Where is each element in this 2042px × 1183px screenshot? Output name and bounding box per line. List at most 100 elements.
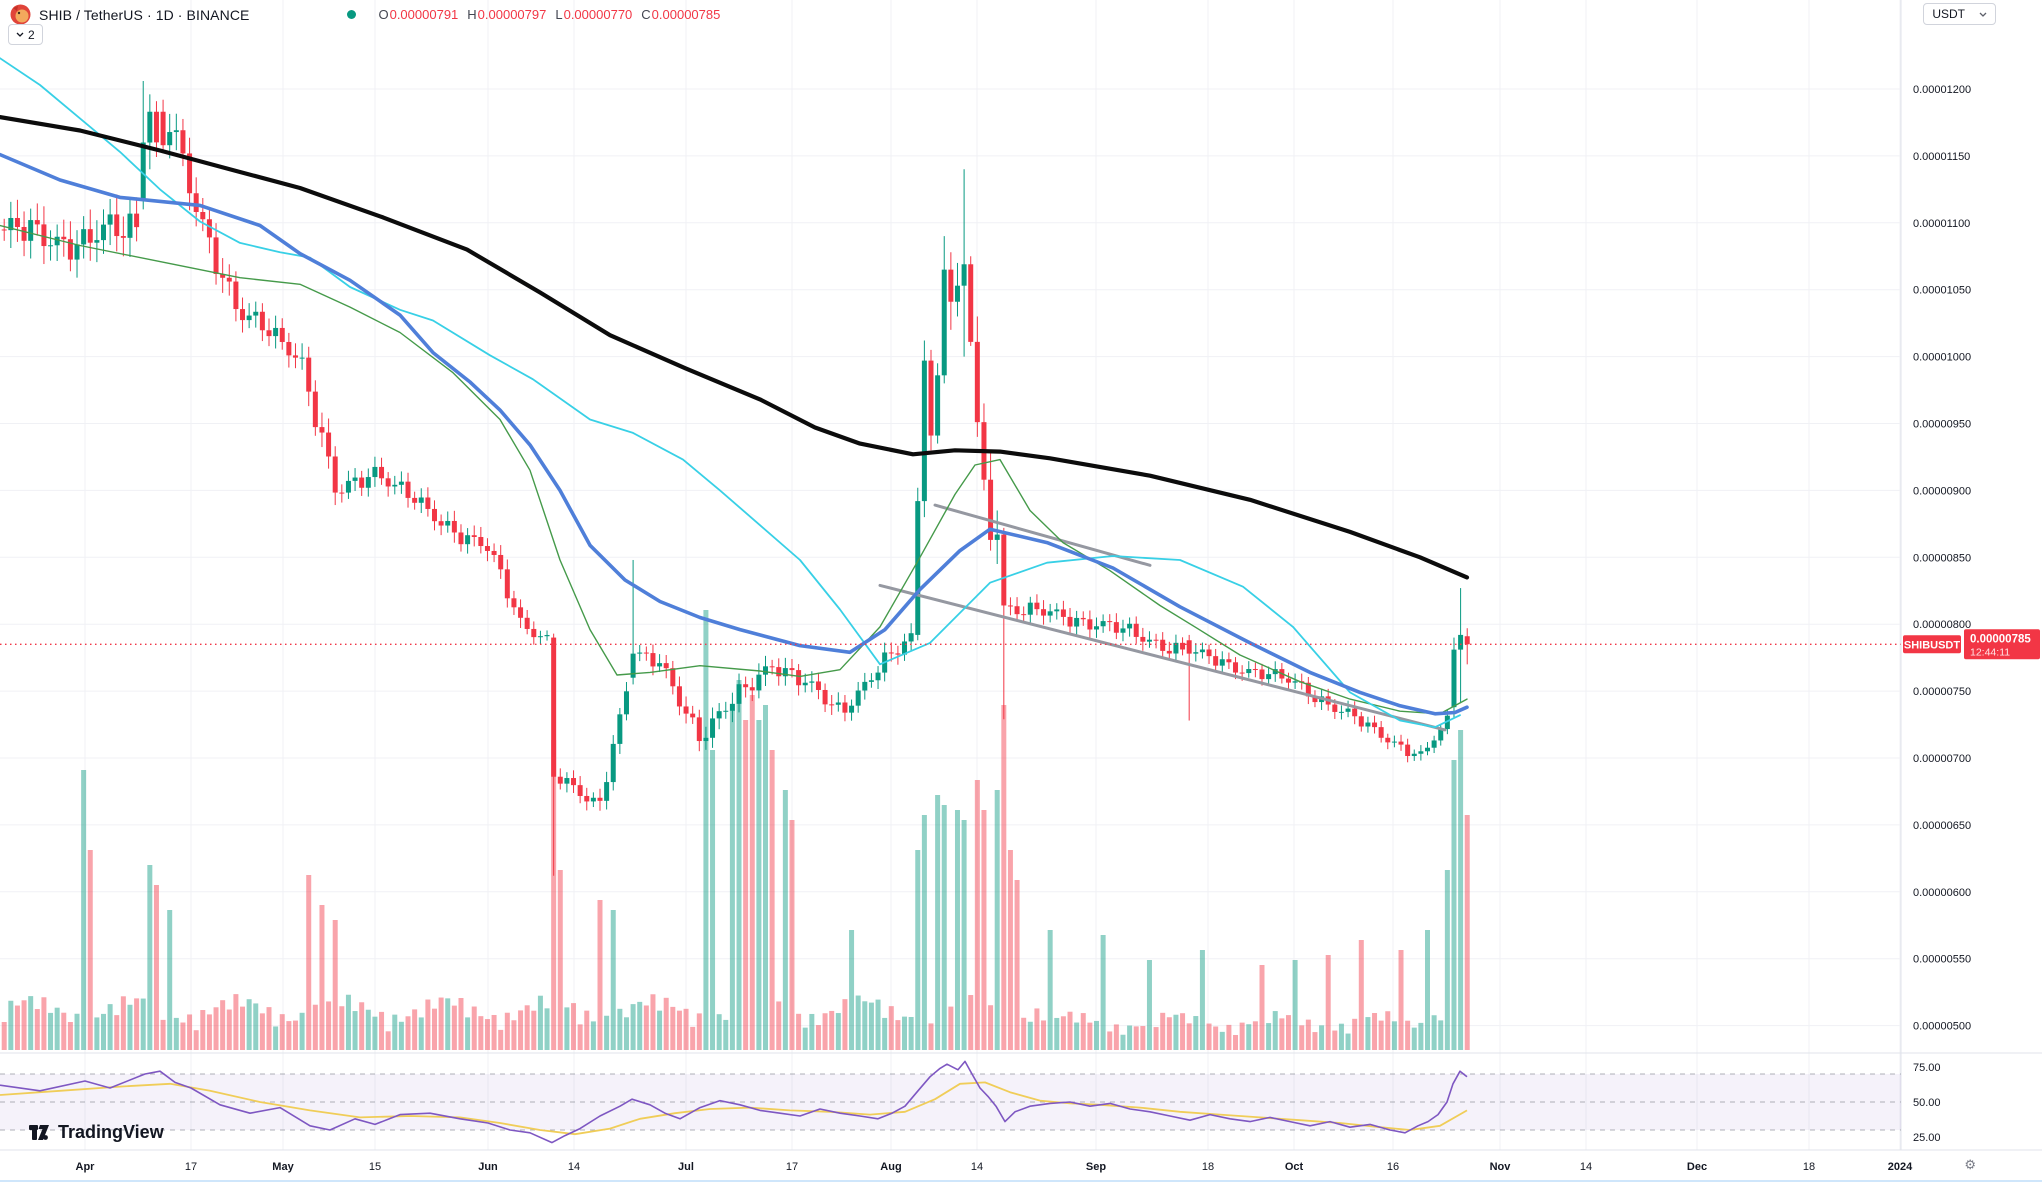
volume-bar — [1438, 1020, 1444, 1050]
price-axis-label[interactable]: 0.00000600 — [1913, 887, 1971, 899]
price-axis-label[interactable]: 0.00001200 — [1913, 84, 1971, 96]
volume-bar — [67, 1022, 73, 1050]
price-axis-label[interactable]: 0.00000750 — [1913, 686, 1971, 698]
price-axis-label[interactable]: 0.00000900 — [1913, 485, 1971, 497]
volume-bar — [994, 790, 1000, 1050]
time-axis-label[interactable]: 18 — [1202, 1161, 1214, 1173]
volume-bar — [87, 850, 93, 1050]
candle-body — [1146, 639, 1152, 642]
candle-body — [1226, 659, 1232, 663]
volume-bar — [1418, 1022, 1424, 1050]
time-axis-label[interactable]: Oct — [1285, 1161, 1304, 1173]
price-axis-label[interactable]: 0.00000500 — [1913, 1021, 1971, 1033]
candle-body — [418, 497, 424, 503]
volume-bar — [815, 1025, 821, 1050]
candle-body — [1193, 652, 1199, 654]
volume-bar — [769, 750, 775, 1050]
indicators-collapse-button[interactable]: 2 — [8, 24, 43, 45]
time-axis-label[interactable]: Jul — [678, 1161, 694, 1173]
price-axis-label[interactable]: 0.00001150 — [1913, 151, 1970, 163]
candle-body — [41, 224, 47, 247]
time-axis-label[interactable]: 15 — [369, 1161, 381, 1173]
time-axis-label[interactable]: 17 — [786, 1161, 798, 1173]
time-axis-label[interactable]: Apr — [76, 1161, 96, 1173]
candle-body — [948, 269, 954, 302]
shib-logo-icon[interactable] — [10, 4, 31, 25]
rsi-axis-label[interactable]: 50.00 — [1913, 1097, 1941, 1109]
price-axis-label[interactable]: 0.00001000 — [1913, 352, 1971, 364]
candle-body — [1173, 642, 1179, 654]
volume-bar — [339, 1006, 345, 1050]
rsi-axis-label[interactable]: 75.00 — [1913, 1062, 1941, 1074]
candle-body — [511, 598, 517, 608]
candle-body — [359, 477, 365, 488]
tradingview-watermark[interactable]: TradingView — [28, 1121, 164, 1144]
time-axis-label[interactable]: 18 — [1803, 1161, 1815, 1173]
volume-bar — [1252, 1021, 1258, 1050]
volume-bar — [1173, 1014, 1179, 1050]
time-axis-label[interactable]: 14 — [1580, 1161, 1592, 1173]
volume-bar — [1007, 850, 1013, 1050]
volume-bar — [34, 1009, 40, 1050]
price-axis-label[interactable]: 0.00001050 — [1913, 285, 1971, 297]
symbol-title[interactable]: SHIB / TetherUS · 1D · BINANCE — [39, 6, 250, 23]
volume-bar — [359, 1002, 365, 1050]
time-axis-label[interactable]: Dec — [1687, 1161, 1707, 1173]
candle-body — [299, 357, 305, 359]
volume-bar — [743, 720, 749, 1050]
price-axis-label[interactable]: 0.00001100 — [1913, 218, 1970, 230]
volume-bar — [716, 1014, 722, 1050]
time-axis-label[interactable]: 14 — [971, 1161, 983, 1173]
volume-bar — [1080, 1013, 1086, 1050]
candle-body — [1464, 636, 1470, 645]
time-axis-label[interactable]: 14 — [568, 1161, 580, 1173]
candle-body — [372, 466, 378, 478]
price-axis-label[interactable]: 0.00000700 — [1913, 753, 1971, 765]
timezone-gear-icon[interactable]: ⚙ — [1964, 1157, 1976, 1172]
volume-bar — [114, 1015, 120, 1050]
price-axis-label[interactable]: 0.00000550 — [1913, 954, 1971, 966]
candle-body — [279, 327, 285, 342]
volume-bar — [1199, 950, 1205, 1050]
volume-bar — [1444, 870, 1450, 1050]
volume-bar — [908, 1016, 914, 1050]
time-axis-label[interactable]: Aug — [880, 1161, 901, 1173]
price-axis-label[interactable]: 0.00000650 — [1913, 820, 1971, 832]
volume-bar — [1027, 1021, 1033, 1050]
time-axis-label[interactable]: May — [272, 1161, 294, 1173]
volume-bar — [1398, 950, 1404, 1050]
market-status-dot[interactable] — [347, 10, 357, 19]
time-axis-label[interactable]: Nov — [1490, 1161, 1512, 1173]
candle-body — [438, 521, 444, 526]
candle-body — [319, 427, 325, 433]
candle-body — [1352, 708, 1358, 717]
time-axis-label[interactable]: Jun — [478, 1161, 498, 1173]
time-axis-label[interactable]: 17 — [185, 1161, 197, 1173]
time-axis-label[interactable]: Sep — [1086, 1161, 1106, 1173]
candle-body — [1285, 678, 1291, 683]
price-axis-label[interactable]: 0.00000800 — [1913, 619, 1971, 631]
currency-select-button[interactable]: USDT — [1923, 3, 1996, 25]
volume-bar — [206, 1014, 212, 1050]
candle-body — [743, 684, 749, 688]
volume-bar — [1180, 1013, 1186, 1050]
volume-bar — [405, 1016, 411, 1050]
time-axis-label[interactable]: 2024 — [1888, 1161, 1913, 1173]
trendline-lower[interactable] — [878, 583, 1447, 732]
time-axis-label[interactable]: 16 — [1387, 1161, 1399, 1173]
price-axis-label[interactable]: 0.00000950 — [1913, 419, 1971, 431]
candle-body — [352, 477, 358, 481]
volume-bar — [372, 1016, 378, 1050]
volume-bar — [902, 1016, 908, 1050]
symbol-price-tag-text: SHIBUSDT — [1904, 639, 1961, 651]
candle-body — [915, 501, 921, 635]
volume-bar — [61, 1012, 67, 1050]
volume-bar — [1034, 1008, 1040, 1050]
volume-bar — [1166, 1017, 1172, 1050]
volume-bar — [418, 1017, 424, 1050]
volume-bar — [1107, 1031, 1113, 1050]
price-axis-label[interactable]: 0.00000850 — [1913, 552, 1971, 564]
rsi-axis-label[interactable]: 25.00 — [1913, 1132, 1941, 1144]
volume-bar — [564, 1007, 570, 1050]
